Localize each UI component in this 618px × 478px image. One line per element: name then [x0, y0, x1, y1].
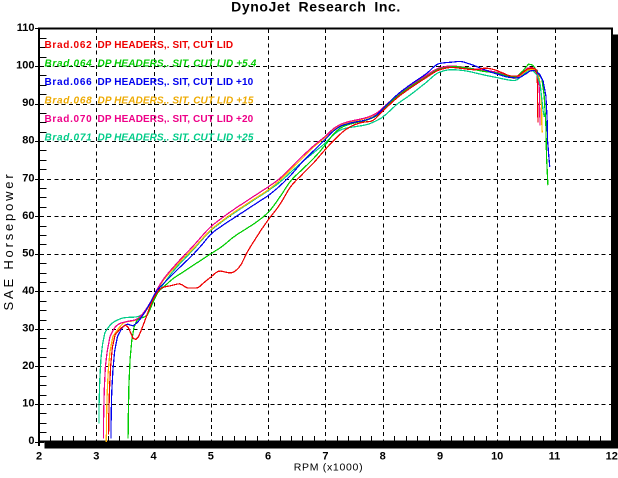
svg-text:2: 2 — [36, 450, 42, 462]
svg-text:Brad.068: Brad.068 — [45, 95, 93, 106]
svg-text:10: 10 — [491, 450, 503, 462]
svg-text:50: 50 — [22, 247, 34, 259]
svg-text:100: 100 — [16, 60, 34, 72]
svg-text:20: 20 — [22, 360, 34, 372]
svg-text:12: 12 — [606, 450, 618, 462]
svg-text:RPM (x1000): RPM (x1000) — [294, 462, 364, 474]
svg-text:90: 90 — [22, 97, 34, 109]
svg-text:Brad.070: Brad.070 — [45, 114, 93, 125]
svg-text:Brad.071: Brad.071 — [45, 132, 93, 143]
svg-text:110: 110 — [17, 22, 35, 34]
svg-text:Brad.062: Brad.062 — [45, 40, 93, 51]
svg-text:DP HEADERS,. SIT, CUT LID +10: DP HEADERS,. SIT, CUT LID +10 — [98, 77, 254, 88]
svg-text:11: 11 — [549, 450, 561, 462]
svg-text:DP HEADERS,. SIT, CUT LID +5.4: DP HEADERS,. SIT, CUT LID +5.4 — [98, 58, 257, 69]
svg-text:DynoJet Research Inc.: DynoJet Research Inc. — [231, 0, 401, 15]
svg-text:DP HEADERS,. SIT, CUT LID +15: DP HEADERS,. SIT, CUT LID +15 — [98, 95, 254, 106]
svg-text:8: 8 — [380, 450, 386, 462]
svg-text:10: 10 — [22, 398, 34, 410]
svg-text:DP HEADERS,. SIT, CUT LID +25: DP HEADERS,. SIT, CUT LID +25 — [98, 132, 254, 143]
svg-text:5: 5 — [208, 450, 214, 462]
svg-text:Brad.064: Brad.064 — [45, 58, 93, 69]
svg-text:9: 9 — [437, 450, 443, 462]
svg-text:DP HEADERS,. SIT, CUT LID: DP HEADERS,. SIT, CUT LID — [98, 40, 234, 51]
svg-text:Brad.066: Brad.066 — [45, 77, 93, 88]
svg-text:70: 70 — [22, 172, 34, 184]
svg-text:7: 7 — [322, 450, 328, 462]
svg-text:SAE Horsepower: SAE Horsepower — [1, 172, 16, 311]
svg-text:30: 30 — [22, 323, 34, 335]
svg-text:80: 80 — [22, 135, 34, 147]
svg-text:40: 40 — [22, 285, 34, 297]
svg-text:4: 4 — [151, 450, 158, 462]
svg-text:DP HEADERS,. SIT, CUT LID +20: DP HEADERS,. SIT, CUT LID +20 — [98, 114, 254, 125]
svg-text:0: 0 — [28, 435, 34, 447]
svg-text:3: 3 — [93, 450, 99, 462]
svg-text:60: 60 — [22, 210, 34, 222]
svg-text:6: 6 — [265, 450, 271, 462]
